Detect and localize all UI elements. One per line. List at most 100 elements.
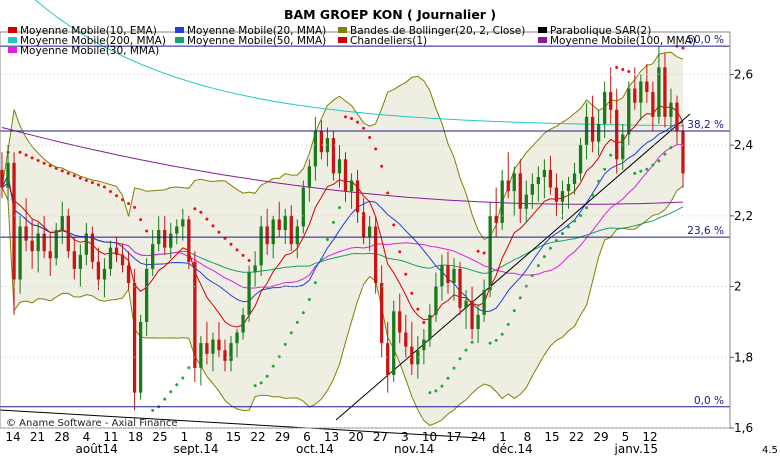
- sar-dot: [627, 70, 631, 74]
- fibonacci-label: 38,2 %: [687, 119, 724, 131]
- candle-body: [669, 102, 673, 117]
- sar-dot: [476, 249, 480, 253]
- candle-body: [277, 219, 281, 230]
- sar-dot: [548, 246, 552, 250]
- sar-dot: [24, 153, 28, 157]
- candle-body: [566, 184, 571, 192]
- candle-body: [144, 268, 149, 322]
- candle-body: [295, 226, 299, 245]
- x-month-label: déc.14: [492, 442, 533, 455]
- candle-body: [36, 233, 40, 252]
- sar-dot: [127, 202, 131, 206]
- candle-body: [241, 314, 245, 333]
- candle-body: [193, 261, 197, 368]
- sar-dot: [169, 390, 173, 394]
- sar-dot: [657, 159, 661, 163]
- sar-dot: [289, 331, 293, 335]
- candle-body: [199, 343, 203, 368]
- candle-body: [229, 343, 233, 361]
- legend-label: Moyenne Mobile(30, MMA): [20, 45, 159, 57]
- candle-body: [151, 244, 155, 269]
- sar-dot: [229, 242, 233, 246]
- candle-body: [84, 233, 89, 255]
- x-tick-label: 3: [401, 430, 409, 444]
- fibonacci-label: 0,0 %: [694, 395, 724, 407]
- sar-dot: [181, 376, 185, 380]
- x-month-label: oct.14: [296, 442, 334, 455]
- sar-dot: [199, 210, 203, 214]
- candle-body: [548, 169, 553, 188]
- candle-body: [271, 219, 275, 245]
- candle-body: [681, 131, 685, 174]
- sar-dot: [313, 281, 317, 285]
- candle-body: [253, 265, 257, 273]
- legend-label: Moyenne Mobile(20, MMA): [187, 25, 326, 37]
- sar-dot: [54, 166, 58, 170]
- sar-dot: [145, 229, 149, 233]
- sar-dot: [187, 366, 191, 370]
- sar-dot: [48, 164, 52, 168]
- bollinger-band-fill: [2, 52, 683, 426]
- candle-body: [102, 268, 107, 280]
- sar-dot: [416, 307, 420, 311]
- candle-body: [313, 131, 318, 167]
- x-tick-label: 8: [524, 430, 532, 444]
- legend-swatch: [338, 37, 347, 43]
- x-tick-label: 24: [471, 430, 486, 444]
- candle-body: [530, 184, 534, 195]
- sar-dot: [301, 311, 305, 315]
- candle-body: [398, 311, 402, 333]
- x-tick-label: 14: [5, 430, 20, 444]
- candle-body: [60, 215, 64, 230]
- sar-dot: [30, 156, 34, 160]
- x-tick-label: 5: [622, 430, 630, 444]
- x-month-label: sept.14: [174, 442, 219, 455]
- candle-body: [434, 286, 438, 315]
- candle-body: [120, 254, 125, 266]
- candle-body: [259, 226, 263, 266]
- candle-body: [572, 173, 577, 185]
- sar-dot: [331, 220, 335, 224]
- sar-dot: [283, 342, 287, 346]
- sar-dot: [639, 169, 643, 173]
- sar-dot: [506, 322, 510, 326]
- legend-swatch: [538, 27, 547, 33]
- candle-body: [446, 265, 450, 284]
- candle-body: [470, 300, 474, 329]
- candle-body: [361, 212, 366, 238]
- candle-body: [6, 162, 10, 188]
- sar-dot: [66, 171, 70, 175]
- candle-body: [205, 343, 209, 354]
- candle-body: [355, 180, 360, 213]
- fibonacci-levels: 50,0 % 38,2 % 23,6 % 0,0 %: [0, 34, 730, 408]
- candle-body: [627, 88, 631, 135]
- sar-dot: [428, 391, 432, 395]
- sar-dot: [585, 206, 589, 210]
- candle-body: [476, 314, 480, 329]
- candle-body: [639, 81, 643, 103]
- sar-dot: [325, 238, 329, 242]
- sar-dot: [518, 296, 522, 300]
- candle-body: [554, 187, 559, 202]
- legend-swatch: [8, 27, 17, 33]
- y-tick-label: 2,4: [734, 138, 753, 152]
- candle-body: [524, 194, 528, 209]
- sar-dot: [241, 253, 245, 257]
- ma20-line: [1, 122, 684, 313]
- sar-dot: [90, 181, 94, 185]
- candle-body: [367, 226, 372, 238]
- legend-label: Chandeliers(1): [350, 35, 427, 47]
- candle-body: [307, 166, 311, 188]
- candle-body: [181, 219, 185, 227]
- sar-dot: [84, 178, 88, 182]
- sar-dot: [392, 223, 396, 227]
- sar-dot: [344, 115, 348, 119]
- sar-dot: [560, 231, 564, 235]
- candle-body: [24, 226, 28, 241]
- sar-dot: [530, 274, 534, 278]
- x-tick-label: 11: [103, 430, 118, 444]
- candle-body: [289, 215, 293, 245]
- candle-body: [0, 169, 4, 188]
- candle-body: [343, 159, 348, 192]
